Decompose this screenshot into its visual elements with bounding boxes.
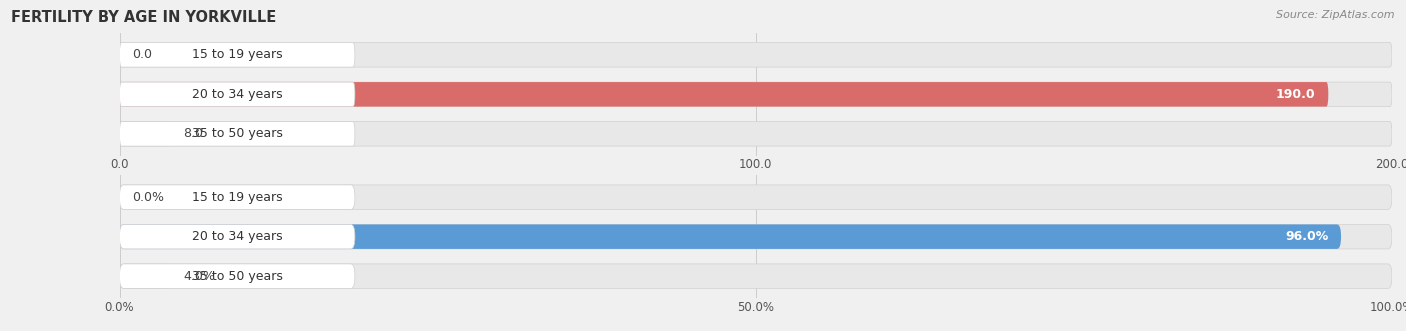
FancyBboxPatch shape [120,264,1392,288]
Text: 0.0%: 0.0% [132,191,165,204]
FancyBboxPatch shape [120,121,354,146]
Text: 20 to 34 years: 20 to 34 years [191,230,283,243]
FancyBboxPatch shape [120,82,354,107]
FancyBboxPatch shape [120,121,1392,146]
Text: 96.0%: 96.0% [1285,230,1329,243]
Text: 20 to 34 years: 20 to 34 years [191,88,283,101]
FancyBboxPatch shape [120,224,1392,249]
FancyBboxPatch shape [120,264,354,288]
Text: 8.0: 8.0 [183,127,202,140]
Text: 15 to 19 years: 15 to 19 years [191,191,283,204]
Text: 15 to 19 years: 15 to 19 years [191,48,283,61]
FancyBboxPatch shape [120,224,1341,249]
FancyBboxPatch shape [120,43,354,67]
FancyBboxPatch shape [120,264,170,288]
Text: 4.0%: 4.0% [183,270,215,283]
Text: FERTILITY BY AGE IN YORKVILLE: FERTILITY BY AGE IN YORKVILLE [11,10,277,25]
FancyBboxPatch shape [120,121,170,146]
Text: 190.0: 190.0 [1277,88,1316,101]
Text: 0.0: 0.0 [132,48,152,61]
FancyBboxPatch shape [120,82,1392,107]
FancyBboxPatch shape [120,224,354,249]
FancyBboxPatch shape [120,185,1392,210]
Text: 35 to 50 years: 35 to 50 years [191,127,283,140]
FancyBboxPatch shape [120,43,1392,67]
FancyBboxPatch shape [120,185,354,210]
Text: 35 to 50 years: 35 to 50 years [191,270,283,283]
FancyBboxPatch shape [120,82,1329,107]
Text: Source: ZipAtlas.com: Source: ZipAtlas.com [1277,10,1395,20]
